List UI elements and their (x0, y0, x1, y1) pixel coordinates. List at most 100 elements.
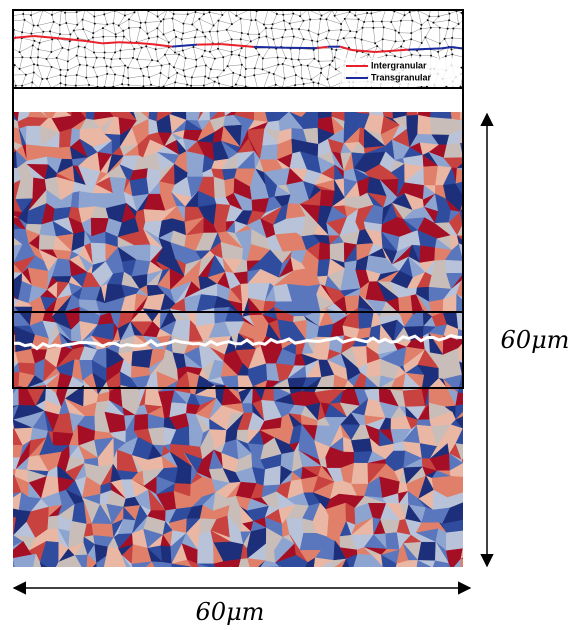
crack-segment (441, 47, 452, 48)
mesh-node (162, 33, 164, 35)
mesh-node (46, 78, 48, 80)
grain (463, 211, 475, 225)
mesh-node (240, 18, 242, 20)
grain (465, 464, 478, 485)
grain (134, 568, 146, 591)
mesh-node (265, 27, 267, 29)
grain-map (0, 99, 504, 603)
mesh-node (102, 27, 104, 29)
grain (464, 477, 470, 494)
mesh-edge (227, 92, 241, 100)
mesh-node (105, 94, 107, 96)
grain (266, 567, 281, 589)
mesh-node (213, 3, 215, 5)
grain (487, 546, 503, 561)
grain (229, 569, 238, 586)
grain (475, 133, 484, 145)
mesh-node (65, 84, 67, 86)
grain (462, 367, 477, 378)
grain (266, 581, 279, 603)
mesh-node (349, 11, 351, 13)
mesh-node (241, 32, 243, 34)
mesh-edge (482, 75, 488, 82)
grain (470, 168, 488, 178)
vertical-dimension: 60μm (501, 326, 570, 354)
mesh-node (213, 24, 215, 26)
mesh-node (313, 58, 315, 60)
mesh-node (284, 77, 286, 79)
grain (5, 469, 16, 476)
mesh-node (430, 55, 432, 57)
grain (120, 585, 134, 601)
grain (488, 217, 500, 237)
mesh-node (33, 24, 35, 26)
grain (238, 569, 251, 587)
mesh-node (150, 84, 152, 86)
mesh-node (182, 50, 184, 52)
mesh-edge (4, 19, 11, 32)
mesh-node (406, 93, 408, 95)
grain (490, 195, 499, 203)
grain (474, 105, 481, 116)
mesh-edge (335, 92, 350, 105)
grain (477, 377, 482, 394)
mesh-node (311, 1, 313, 3)
mesh-node (475, 96, 477, 98)
grain (487, 181, 503, 195)
mesh-node (182, 32, 184, 34)
mesh-node (340, 29, 342, 31)
mesh-node (334, 15, 336, 17)
mesh-node (448, 13, 450, 15)
mesh-node (104, 51, 106, 53)
grain (483, 387, 502, 406)
grain (482, 477, 504, 499)
grain (488, 296, 503, 308)
mesh-node (144, 22, 146, 24)
grain (21, 573, 32, 589)
mesh-edge (453, 91, 467, 106)
grain (481, 250, 496, 258)
mesh-panel (2, 0, 494, 106)
grain (95, 568, 104, 584)
mesh-node (56, 57, 58, 59)
mesh-node (209, 31, 211, 33)
mesh-node (38, 2, 40, 4)
grain (461, 571, 477, 581)
mesh-edge (372, 93, 380, 101)
mesh-edge (122, 91, 133, 106)
mesh-node (436, 2, 438, 4)
mesh-node (483, 50, 485, 52)
mesh-node (265, 5, 267, 7)
mesh-node (397, 92, 399, 94)
grain (476, 581, 483, 601)
mesh-edge (5, 14, 12, 19)
mesh-edge (470, 13, 485, 20)
mesh-edge (484, 28, 488, 42)
mesh-node (109, 91, 111, 93)
mesh-node (59, 94, 61, 96)
mesh-node (93, 52, 95, 54)
mesh-node (57, 3, 59, 5)
mesh-node (430, 1, 432, 3)
mesh-node (484, 24, 486, 26)
grain (430, 104, 452, 119)
grain (487, 169, 502, 181)
mesh-node (173, 13, 175, 15)
grain (416, 568, 433, 585)
mesh-node (94, 23, 96, 25)
grain (468, 361, 483, 381)
mesh-node (178, 54, 180, 56)
mesh-node (445, 55, 447, 57)
mesh-node (472, 12, 474, 14)
mesh-node (76, 55, 78, 57)
mesh-node (51, 66, 53, 68)
mesh-node (102, 1, 104, 3)
mesh-node (411, 54, 413, 56)
mesh-edge (302, 94, 314, 101)
mesh-edge (389, 93, 398, 104)
mesh-node (145, 45, 147, 47)
grain (95, 584, 113, 598)
mesh-node (187, 6, 189, 8)
mesh-node (168, 41, 170, 43)
grain (488, 308, 502, 328)
